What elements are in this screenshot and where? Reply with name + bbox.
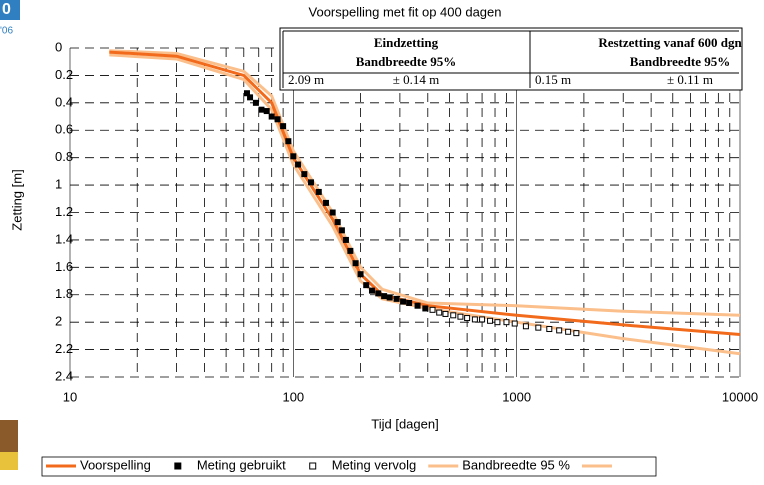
y-tick-label: 0.6 — [55, 122, 73, 137]
series-line — [109, 53, 741, 356]
data-point — [442, 310, 449, 317]
data-point — [487, 317, 494, 324]
y-tick-label: 2.2 — [55, 341, 73, 356]
data-point — [556, 327, 563, 334]
data-point — [280, 123, 287, 130]
data-point — [511, 320, 518, 327]
legend-label: Meting gebruikt — [197, 457, 286, 472]
chart-title: Voorspelling met fit op 400 dagen — [309, 4, 502, 19]
y-axis-label: Zetting [m] — [9, 169, 24, 230]
data-point — [268, 113, 275, 120]
data-point — [450, 312, 457, 319]
table-title: Eindzetting — [374, 35, 439, 50]
data-point — [400, 298, 407, 305]
data-point — [329, 209, 336, 216]
data-point — [471, 316, 478, 323]
data-point — [406, 299, 413, 306]
photo — [0, 452, 18, 470]
series-line — [109, 50, 741, 336]
legend-label: Meting vervolg — [332, 457, 417, 472]
data-point — [375, 290, 382, 297]
y-tick-label: 0.4 — [55, 94, 73, 109]
logo — [0, 0, 20, 20]
x-tick-label: 10000 — [722, 389, 758, 404]
data-point — [565, 328, 572, 335]
data-point — [263, 108, 270, 115]
x-tick-label: 10 — [63, 389, 77, 404]
data-point — [429, 306, 436, 313]
data-point — [494, 319, 501, 326]
data-point — [342, 236, 349, 243]
data-point — [503, 319, 510, 326]
data-point — [393, 295, 400, 302]
data-point — [247, 94, 254, 101]
y-tick-label: 2.4 — [55, 368, 73, 383]
x-axis-label: Tijd [dagen] — [371, 416, 438, 431]
y-tick-label: 0.2 — [55, 67, 73, 82]
data-point — [322, 199, 329, 206]
data-point — [363, 282, 370, 289]
data-point — [436, 309, 443, 316]
data-point — [295, 161, 302, 168]
data-point — [290, 153, 297, 160]
legend-label: Bandbreedte 95 % — [462, 457, 570, 472]
table-value: 0.15 m — [535, 72, 571, 87]
y-tick-label: 1.2 — [55, 204, 73, 219]
data-point — [357, 271, 364, 278]
data-point — [457, 313, 464, 320]
data-point — [285, 138, 292, 145]
data-point — [347, 247, 354, 254]
table-subtitle: Bandbreedte 95% — [356, 54, 457, 69]
table-subtitle: Bandbreedte 95% — [630, 54, 731, 69]
legend-box — [41, 456, 657, 477]
data-point — [243, 90, 250, 97]
data-point — [338, 227, 345, 234]
y-tick-label: 1 — [55, 177, 62, 192]
data-point — [414, 302, 421, 309]
data-point — [334, 219, 341, 226]
data-point — [573, 330, 580, 337]
y-tick-label: 0.8 — [55, 149, 73, 164]
summary-table: Eindzetting Bandbreedte 95% 2.09 m ± 0.1… — [279, 27, 743, 91]
table-border — [279, 27, 743, 91]
y-tick-label: 0 — [55, 39, 62, 54]
data-point — [479, 316, 486, 323]
data-point — [381, 293, 388, 300]
data-point — [352, 260, 359, 267]
data-point — [535, 324, 542, 331]
table-band: ± 0.14 m — [393, 72, 440, 87]
data-point — [522, 323, 529, 330]
data-point — [386, 294, 393, 301]
data-point — [301, 171, 308, 178]
data-point — [464, 315, 471, 322]
data-point — [258, 106, 265, 113]
data-point — [308, 179, 315, 186]
y-tick-label: 1.4 — [55, 231, 73, 246]
data-point — [368, 287, 375, 294]
data-point — [274, 116, 281, 123]
data-point — [422, 305, 429, 312]
legend-swatch — [174, 462, 182, 470]
date-text: '06 — [0, 26, 13, 37]
data-point — [315, 188, 322, 195]
data-point — [252, 99, 259, 106]
y-tick-label: 1.8 — [55, 286, 73, 301]
x-tick-label: 1000 — [502, 389, 531, 404]
legend-label: Voorspelling — [80, 457, 151, 472]
y-tick-label: 2 — [55, 314, 62, 329]
table-band: ± 0.11 m — [667, 72, 713, 87]
table-value: 2.09 m — [288, 72, 324, 87]
legend-swatch — [309, 462, 317, 470]
data-point — [546, 326, 553, 333]
table-title: Restzetting vanaf 600 dgn — [598, 35, 742, 50]
x-tick-label: 100 — [282, 389, 304, 404]
logo-text: 0 — [2, 1, 11, 18]
y-tick-label: 1.6 — [55, 259, 73, 274]
